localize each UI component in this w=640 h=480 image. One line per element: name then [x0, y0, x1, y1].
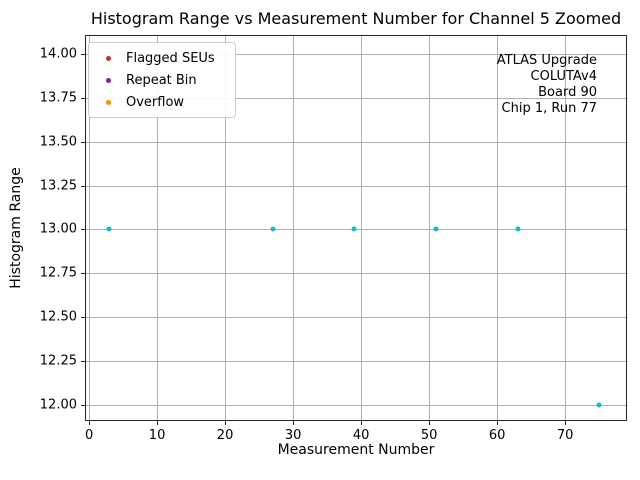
chart-title: Histogram Range vs Measurement Number fo…: [90, 9, 622, 28]
legend-entry: Repeat Bin: [89, 69, 235, 91]
x-tick-label: 40: [352, 428, 370, 443]
dot-icon: [106, 55, 111, 61]
plot-area: [85, 35, 627, 421]
gridline-vertical: [225, 35, 226, 421]
gridline-vertical: [293, 35, 294, 421]
y-tick-mark: [81, 317, 85, 318]
y-tick-label: 12.50: [39, 309, 77, 325]
y-tick-mark: [81, 54, 85, 55]
x-tick-label: 50: [420, 428, 438, 443]
x-tick-mark: [89, 421, 90, 425]
legend-label: Overflow: [126, 94, 185, 110]
gridline-horizontal: [85, 361, 627, 362]
histogram-range-point: [433, 226, 439, 232]
legend-entry: Flagged SEUs: [89, 47, 235, 69]
y-tick-label: 13.75: [39, 90, 77, 106]
gridline-horizontal: [85, 317, 627, 318]
histogram-range-point: [515, 226, 520, 232]
y-tick-label: 13.00: [39, 221, 77, 237]
x-tick-mark: [293, 421, 294, 425]
legend-entry: Overflow: [89, 91, 235, 113]
y-tick-mark: [81, 229, 85, 230]
gridline-horizontal: [85, 186, 627, 187]
y-tick-label: 12.75: [39, 265, 77, 281]
x-tick-mark: [429, 421, 430, 425]
gridline-vertical: [157, 35, 158, 421]
annotation-line: ATLAS Upgrade: [496, 53, 597, 68]
x-tick-mark: [225, 421, 226, 425]
y-tick-label: 14.00: [39, 46, 77, 62]
dot-icon: [106, 99, 111, 105]
x-tick-mark: [497, 421, 498, 425]
x-tick-mark: [565, 421, 566, 425]
histogram-range-point: [270, 226, 276, 232]
annotation-text: ATLAS Upgrade COLUTAv4 Board 90 Chip 1, Run…: [497, 53, 597, 117]
gridline-vertical: [361, 35, 362, 421]
gridline-vertical: [565, 35, 566, 421]
legend-label: Flagged SEUs: [126, 50, 215, 66]
y-tick-mark: [81, 273, 85, 274]
gridline-vertical: [429, 35, 430, 421]
x-tick-label: 0: [84, 428, 94, 443]
gridline-horizontal: [85, 142, 627, 143]
x-tick-mark: [361, 421, 362, 425]
histogram-range-point: [106, 226, 112, 232]
y-axis-label: Histogram Range: [8, 167, 24, 289]
x-tick-label: 20: [216, 428, 234, 443]
gridline-horizontal: [85, 98, 627, 99]
x-tick-label: 70: [556, 428, 574, 443]
x-tick-label: 10: [148, 428, 166, 443]
y-tick-label: 13.25: [39, 178, 77, 194]
y-tick-label: 12.25: [39, 353, 77, 369]
histogram-range-point: [351, 226, 357, 232]
y-tick-label: 13.50: [39, 134, 77, 150]
y-tick-mark: [81, 361, 85, 362]
gridline-vertical: [497, 35, 498, 421]
gridline-horizontal: [85, 54, 627, 55]
gridline-horizontal: [85, 273, 627, 274]
y-tick-mark: [81, 98, 85, 99]
annotation-line: COLUTAv4: [530, 69, 597, 84]
x-tick-label: 30: [284, 428, 302, 443]
x-tick-mark: [157, 421, 158, 425]
legend-label: Repeat Bin: [126, 72, 197, 88]
annotation-line: Chip 1, Run 77: [501, 101, 597, 116]
y-tick-mark: [81, 186, 85, 187]
y-tick-label: 12.00: [39, 397, 77, 413]
gridline-vertical: [89, 35, 90, 421]
gridline-horizontal: [85, 405, 627, 406]
y-tick-mark: [81, 142, 85, 143]
histogram-range-point: [596, 402, 602, 408]
annotation-line: Board 90: [538, 85, 597, 100]
legend: Flagged SEUs Repeat Bin Overflow: [88, 42, 236, 118]
y-tick-mark: [81, 405, 85, 406]
dot-icon: [106, 77, 111, 83]
x-axis-label: Measurement Number: [277, 442, 435, 458]
x-tick-label: 60: [488, 428, 506, 443]
